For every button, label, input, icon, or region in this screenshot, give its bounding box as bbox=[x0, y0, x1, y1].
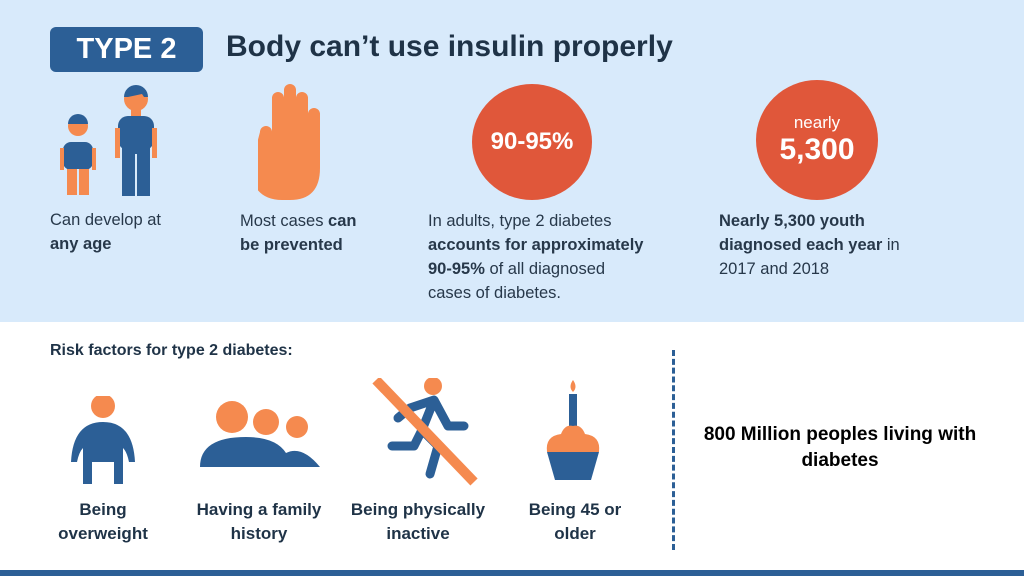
risk-line: Having a family bbox=[196, 500, 322, 519]
bottom-bar bbox=[0, 570, 1024, 576]
fact-line: of all diagnosed bbox=[484, 260, 606, 278]
youth-circle: nearly 5,300 bbox=[756, 80, 878, 200]
percent-value: 90-95% bbox=[490, 128, 574, 155]
risk-item-overweight: Being overweight bbox=[28, 498, 178, 546]
risk-title: Risk factors for type 2 diabetes: bbox=[50, 342, 293, 359]
family-icon bbox=[200, 401, 320, 467]
fact-line: accounts for approximately bbox=[428, 236, 644, 254]
fact-text: Can develop at bbox=[50, 211, 161, 229]
fact-line: diagnosed each year bbox=[719, 236, 883, 254]
fact-prevented: Most cases can be prevented bbox=[240, 212, 357, 254]
fact-line: Nearly 5,300 youth bbox=[719, 212, 865, 230]
youth-value: 5,300 bbox=[779, 133, 855, 166]
fact-line: In adults, type 2 diabetes bbox=[428, 212, 612, 230]
fact-line: in bbox=[882, 236, 900, 254]
stop-hand-icon bbox=[258, 84, 320, 200]
risk-line: Being bbox=[79, 500, 127, 519]
stat-line: 800 Million peoples living with bbox=[703, 424, 977, 445]
page-title: Body can’t use insulin properly bbox=[226, 30, 673, 63]
fact-text: Most cases bbox=[240, 212, 329, 230]
fact-line: 2017 and 2018 bbox=[719, 260, 830, 278]
child-adult-icon bbox=[60, 85, 157, 196]
risk-line: inactive bbox=[386, 524, 450, 543]
risk-item-inactive: Being physically inactive bbox=[342, 498, 494, 546]
risk-item-family: Having a family history bbox=[184, 498, 334, 546]
fact-line: cases of diabetes. bbox=[428, 284, 561, 302]
fact-line: 90-95% bbox=[428, 260, 485, 278]
fact-youth: Nearly 5,300 youth diagnosed each year i… bbox=[719, 209, 900, 281]
fact-any-age: Can develop at any age bbox=[50, 208, 161, 256]
risk-line: Being 45 or bbox=[528, 500, 622, 519]
stat-line: diabetes bbox=[801, 450, 879, 471]
percent-circle: 90-95% bbox=[472, 84, 592, 200]
global-stat: 800 Million peoples living with diabetes bbox=[680, 422, 1000, 474]
risk-item-age: Being 45 or older bbox=[500, 498, 650, 546]
birthday-cupcake-icon bbox=[546, 380, 600, 480]
circle-label: nearly bbox=[793, 113, 841, 132]
fact-bold: any age bbox=[50, 235, 112, 253]
risk-line: overweight bbox=[58, 524, 148, 543]
no-running-icon bbox=[372, 378, 478, 486]
fact-adults: In adults, type 2 diabetes accounts for … bbox=[428, 209, 643, 305]
risk-line: history bbox=[230, 524, 288, 543]
dashed-divider bbox=[672, 350, 675, 550]
overweight-person-icon bbox=[71, 396, 135, 484]
type-badge: TYPE 2 bbox=[50, 27, 203, 72]
risk-line: older bbox=[554, 524, 596, 543]
risk-line: Being physically bbox=[350, 500, 486, 519]
